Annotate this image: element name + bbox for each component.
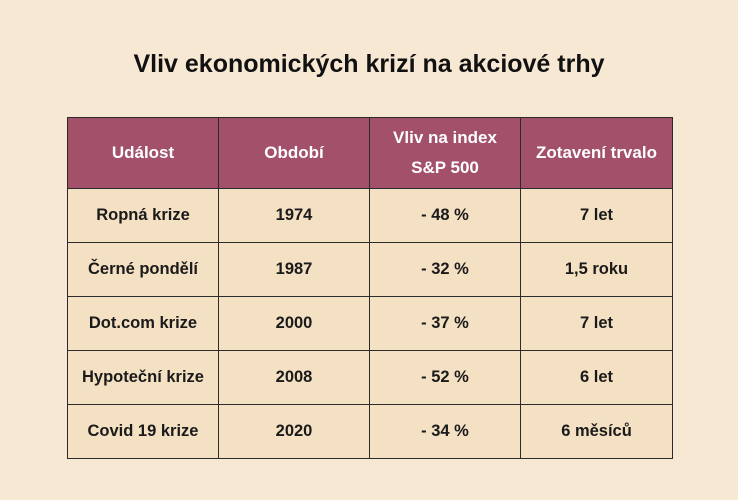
table-cell: - 48 % [370, 189, 521, 243]
table-row: Ropná krize1974- 48 %7 let [68, 189, 673, 243]
table-cell: Dot.com krize [68, 297, 219, 351]
table-cell: - 37 % [370, 297, 521, 351]
table-cell: 6 měsíců [521, 405, 673, 459]
table-cell: 2020 [219, 405, 370, 459]
table-cell: 1987 [219, 243, 370, 297]
table-header: Událost Období Vliv na index S&P 500 Zotave… [68, 118, 673, 189]
header-cell: Zotavení trvalo [521, 118, 673, 189]
header-cell: Období [219, 118, 370, 189]
table-cell: 1974 [219, 189, 370, 243]
header-text: Období [264, 138, 323, 168]
page: Vliv ekonomických krizí na akciové trhy … [0, 0, 738, 500]
header-cell: Vliv na index S&P 500 [370, 118, 521, 189]
table-cell: 7 let [521, 297, 673, 351]
table-cell: - 32 % [370, 243, 521, 297]
table-cell: Ropná krize [68, 189, 219, 243]
table-cell: Černé pondělí [68, 243, 219, 297]
table-row: Hypoteční krize2008- 52 %6 let [68, 351, 673, 405]
header-cell: Událost [68, 118, 219, 189]
header-text: Zotavení trvalo [536, 138, 657, 168]
table-row: Covid 19 krize2020- 34 %6 měsíců [68, 405, 673, 459]
table: Událost Období Vliv na index S&P 500 Zotave… [67, 117, 673, 459]
table-cell: 2008 [219, 351, 370, 405]
table-cell: 6 let [521, 351, 673, 405]
table-cell: 7 let [521, 189, 673, 243]
table-cell: Covid 19 krize [68, 405, 219, 459]
header-text: Vliv na index S&P 500 [384, 123, 506, 183]
table-body: Ropná krize1974- 48 %7 letČerné pondělí1… [68, 189, 673, 459]
table-row: Dot.com krize2000- 37 %7 let [68, 297, 673, 351]
table-cell: - 34 % [370, 405, 521, 459]
table-cell: 1,5 roku [521, 243, 673, 297]
table-cell: Hypoteční krize [68, 351, 219, 405]
header-text: Událost [112, 138, 174, 168]
table-cell: 2000 [219, 297, 370, 351]
table-cell: - 52 % [370, 351, 521, 405]
table-row: Černé pondělí1987- 32 %1,5 roku [68, 243, 673, 297]
title: Vliv ekonomických krizí na akciové trhy [0, 50, 738, 79]
header-row: Událost Období Vliv na index S&P 500 Zotave… [68, 118, 673, 189]
